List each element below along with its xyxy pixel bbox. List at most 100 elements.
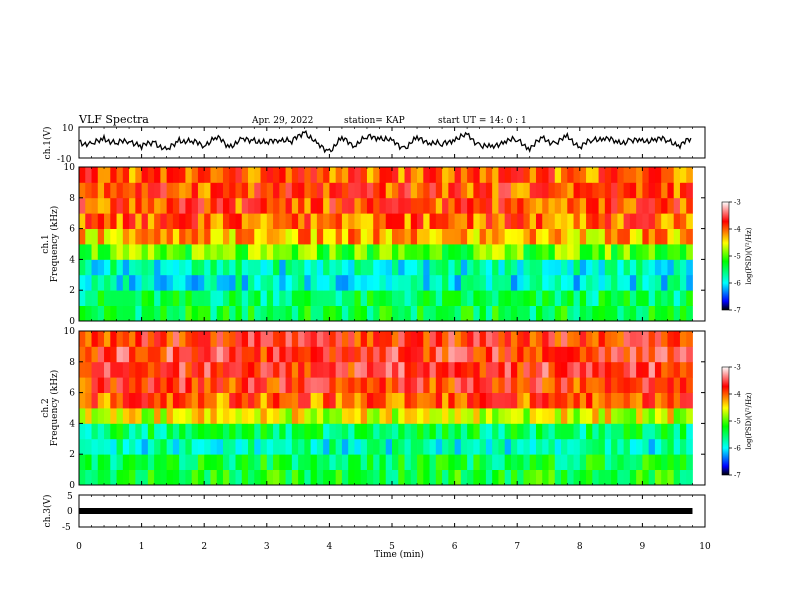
spectrogram-cell xyxy=(341,197,349,214)
spectrogram-cell xyxy=(679,361,687,378)
spectrogram-cell xyxy=(160,197,168,214)
spectrogram-cell xyxy=(429,408,437,424)
spectrogram-cell xyxy=(398,290,405,306)
spectrogram-cell xyxy=(410,228,418,245)
spectrogram-cell xyxy=(611,408,618,424)
spectrogram-cell xyxy=(504,423,512,440)
spectrogram-cell xyxy=(266,454,274,470)
spectrogram-cell xyxy=(85,331,92,347)
spectrogram-cell xyxy=(222,438,230,455)
spectrogram-cell xyxy=(442,259,449,276)
spectrogram-cell xyxy=(248,274,255,291)
spectrogram-cell xyxy=(260,259,268,276)
spectrogram-cell xyxy=(454,274,462,291)
spectrogram-cell xyxy=(623,346,631,363)
spectrogram-cell xyxy=(104,213,111,229)
spectrogram-cell xyxy=(185,438,193,455)
spectrogram-cell xyxy=(279,392,286,409)
spectrogram-cell xyxy=(323,182,330,199)
spectrogram-cell xyxy=(598,331,606,347)
spectrogram-cell xyxy=(135,454,142,470)
spectrogram-cell xyxy=(354,274,362,291)
spectrogram-cell xyxy=(429,392,437,409)
spectrogram-cell xyxy=(667,274,675,291)
colorbar-tick-label: -7 xyxy=(734,307,741,315)
spectrogram-cell xyxy=(442,346,449,363)
spectrogram-cell xyxy=(592,213,599,229)
spectrogram-cell xyxy=(329,290,337,306)
spectrogram-cell xyxy=(654,259,662,276)
spectrogram-cell xyxy=(554,331,562,347)
spectrogram-cell xyxy=(154,423,161,440)
spectrogram-cell xyxy=(535,274,543,291)
spectrogram-cell xyxy=(654,454,662,470)
spectrogram-cell xyxy=(329,361,337,378)
spectrogram-cell xyxy=(279,305,286,322)
spectrogram-cell xyxy=(285,290,293,306)
spectrogram-cell xyxy=(79,408,86,424)
spectrogram-cell xyxy=(604,438,612,455)
spectrogram-cell xyxy=(673,290,681,306)
time-tick-label: 1 xyxy=(139,542,145,552)
spectrogram-cell xyxy=(304,423,312,440)
spectrogram-cell xyxy=(129,167,136,183)
spectrogram-cell xyxy=(542,228,549,245)
spectrogram-cell xyxy=(404,259,412,276)
spectrogram-cell xyxy=(354,197,362,214)
spectrogram-cell xyxy=(91,346,99,363)
spectrogram-cell xyxy=(216,213,224,229)
spectrogram-cell xyxy=(329,346,337,363)
spectrogram-cell xyxy=(222,423,230,440)
spectrogram-cell xyxy=(241,469,249,486)
spectrogram-cell xyxy=(673,244,681,260)
spectrogram-cell xyxy=(185,469,193,486)
spectrogram-cell xyxy=(116,228,124,245)
spectrogram-cell xyxy=(254,346,261,363)
spectrogram-cell xyxy=(679,438,687,455)
spectrogram-cell xyxy=(579,392,587,409)
spectrogram-cell xyxy=(273,305,280,322)
spectrogram-cell xyxy=(498,331,506,347)
spectrogram-cell xyxy=(467,213,474,229)
spectrogram-cell xyxy=(241,167,249,183)
spectrogram-cell xyxy=(310,274,318,291)
spectrogram-cell xyxy=(354,361,362,378)
spectrogram-cell xyxy=(498,469,506,486)
spectrogram-cell xyxy=(235,167,243,183)
spectrogram-cell xyxy=(448,331,455,347)
spectrogram-cell xyxy=(429,244,437,260)
spectrogram-cell xyxy=(423,438,430,455)
spectrogram-cell xyxy=(360,213,368,229)
spectrogram-cell xyxy=(373,377,380,393)
spectrogram-cell xyxy=(248,182,255,199)
spectrogram-cell xyxy=(122,469,130,486)
spectrogram-cell xyxy=(97,259,105,276)
spectrogram-cell xyxy=(197,274,205,291)
spectrogram-cell xyxy=(273,259,280,276)
spectrogram-cell xyxy=(285,228,293,245)
spectrogram-cell xyxy=(197,244,205,260)
spectrogram-cell xyxy=(279,423,286,440)
spectrogram-cell xyxy=(592,423,599,440)
spectrogram-cell xyxy=(517,361,524,378)
spectrogram-cell xyxy=(241,228,249,245)
spectrogram-cell xyxy=(91,377,99,393)
spectrogram-cell xyxy=(542,469,549,486)
spectrogram-cell xyxy=(429,182,437,199)
spectrogram-cell xyxy=(191,469,199,486)
spectrogram-cell xyxy=(673,423,681,440)
spectrogram-cell xyxy=(129,454,136,470)
spectrogram-cell xyxy=(454,331,462,347)
spectrogram-cell xyxy=(398,244,405,260)
spectrogram-cell xyxy=(661,182,668,199)
spectrogram-cell xyxy=(229,259,236,276)
spectrogram-cell xyxy=(523,377,531,393)
spectrogram-cell xyxy=(398,331,405,347)
spectrogram-cell xyxy=(97,438,105,455)
spectrogram-cell xyxy=(623,228,631,245)
spectrogram-cell xyxy=(248,244,255,260)
spectrogram-cell xyxy=(197,454,205,470)
spectrogram-cell xyxy=(241,182,249,199)
spectrogram-cell xyxy=(179,346,186,363)
spectrogram-cell xyxy=(479,182,487,199)
